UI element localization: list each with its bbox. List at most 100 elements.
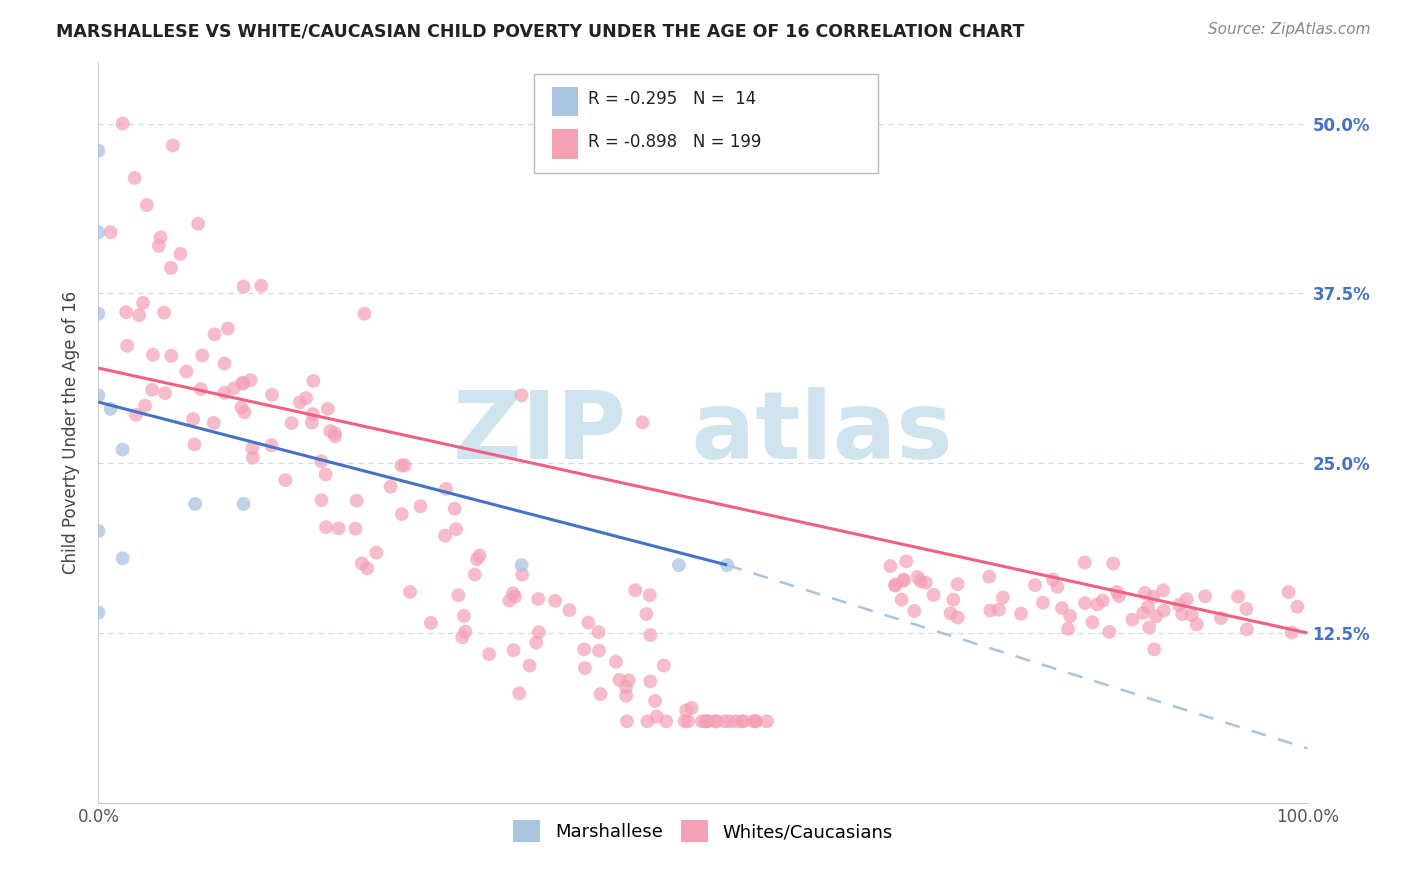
Point xyxy=(745,714,768,729)
Point xyxy=(217,321,239,335)
Point xyxy=(231,401,253,415)
Point xyxy=(391,507,413,521)
Point xyxy=(742,714,765,729)
Point xyxy=(502,586,524,600)
Point xyxy=(914,575,936,590)
Point xyxy=(696,714,718,729)
Point xyxy=(1032,596,1054,610)
Point xyxy=(631,416,654,430)
Point xyxy=(87,307,110,321)
Point xyxy=(890,592,912,607)
FancyBboxPatch shape xyxy=(534,73,879,173)
Point xyxy=(454,624,477,639)
Point xyxy=(135,198,157,212)
Y-axis label: Child Poverty Under the Age of 16: Child Poverty Under the Age of 16 xyxy=(62,291,80,574)
Point xyxy=(478,647,501,661)
Point xyxy=(274,473,297,487)
Point xyxy=(184,497,207,511)
Point xyxy=(288,395,311,409)
Point xyxy=(453,608,475,623)
Point xyxy=(636,714,658,729)
Point xyxy=(731,714,754,729)
Point xyxy=(718,714,741,729)
Point xyxy=(588,625,610,640)
Point xyxy=(100,401,122,416)
Point xyxy=(153,386,176,401)
Point xyxy=(588,643,610,657)
Point xyxy=(1209,611,1232,625)
Point xyxy=(87,144,110,158)
Point xyxy=(141,383,163,397)
Point xyxy=(250,278,273,293)
Point xyxy=(1105,585,1128,599)
Point xyxy=(1167,598,1189,612)
Point xyxy=(673,714,696,729)
Point xyxy=(1050,601,1073,615)
Point xyxy=(1136,599,1159,614)
Point xyxy=(558,603,581,617)
Point xyxy=(232,376,254,391)
Point xyxy=(468,549,491,563)
Point xyxy=(1142,590,1164,604)
Point xyxy=(315,467,337,482)
Point xyxy=(111,551,134,566)
Point xyxy=(893,573,915,587)
Point xyxy=(447,588,470,602)
Point xyxy=(605,655,627,669)
Point xyxy=(609,673,631,687)
Point xyxy=(510,567,533,582)
Text: MARSHALLESE VS WHITE/CAUCASIAN CHILD POVERTY UNDER THE AGE OF 16 CORRELATION CHA: MARSHALLESE VS WHITE/CAUCASIAN CHILD POV… xyxy=(56,22,1025,40)
Point xyxy=(527,591,550,606)
Point xyxy=(576,615,599,630)
Point xyxy=(614,689,637,703)
Point xyxy=(1042,573,1064,587)
Point xyxy=(160,349,183,363)
Point xyxy=(939,607,962,621)
Point xyxy=(419,615,441,630)
Point xyxy=(191,349,214,363)
Point xyxy=(510,388,533,402)
Point xyxy=(617,673,640,688)
Point xyxy=(242,450,264,465)
Point xyxy=(503,590,526,604)
Point xyxy=(1152,583,1174,598)
Point xyxy=(260,438,283,452)
Point xyxy=(695,714,717,729)
Point xyxy=(444,522,467,536)
Point xyxy=(202,416,225,430)
Point xyxy=(232,279,254,293)
Point xyxy=(1085,598,1108,612)
Point xyxy=(434,482,457,496)
Bar xyxy=(551,129,578,159)
Point xyxy=(1121,613,1143,627)
Point xyxy=(181,412,204,426)
Point xyxy=(903,604,925,618)
Point xyxy=(1059,609,1081,624)
Point xyxy=(1098,624,1121,639)
Point xyxy=(187,217,209,231)
Point xyxy=(87,606,110,620)
Point xyxy=(124,170,146,185)
Point xyxy=(356,561,378,575)
Point xyxy=(704,714,727,729)
Point xyxy=(111,442,134,457)
Point xyxy=(1194,589,1216,603)
Point xyxy=(733,714,755,729)
Point xyxy=(638,588,661,602)
Point xyxy=(380,480,402,494)
Point xyxy=(668,558,690,572)
Point xyxy=(260,388,283,402)
Point xyxy=(153,306,176,320)
Point xyxy=(716,558,738,572)
Point xyxy=(233,405,256,419)
Point xyxy=(638,674,661,689)
Point xyxy=(148,239,170,253)
Point xyxy=(946,610,969,624)
Point xyxy=(502,643,524,657)
Point xyxy=(725,714,748,729)
Point xyxy=(922,588,945,602)
Point xyxy=(624,583,647,598)
Point xyxy=(640,628,662,642)
Point xyxy=(391,458,413,473)
Point xyxy=(464,567,486,582)
